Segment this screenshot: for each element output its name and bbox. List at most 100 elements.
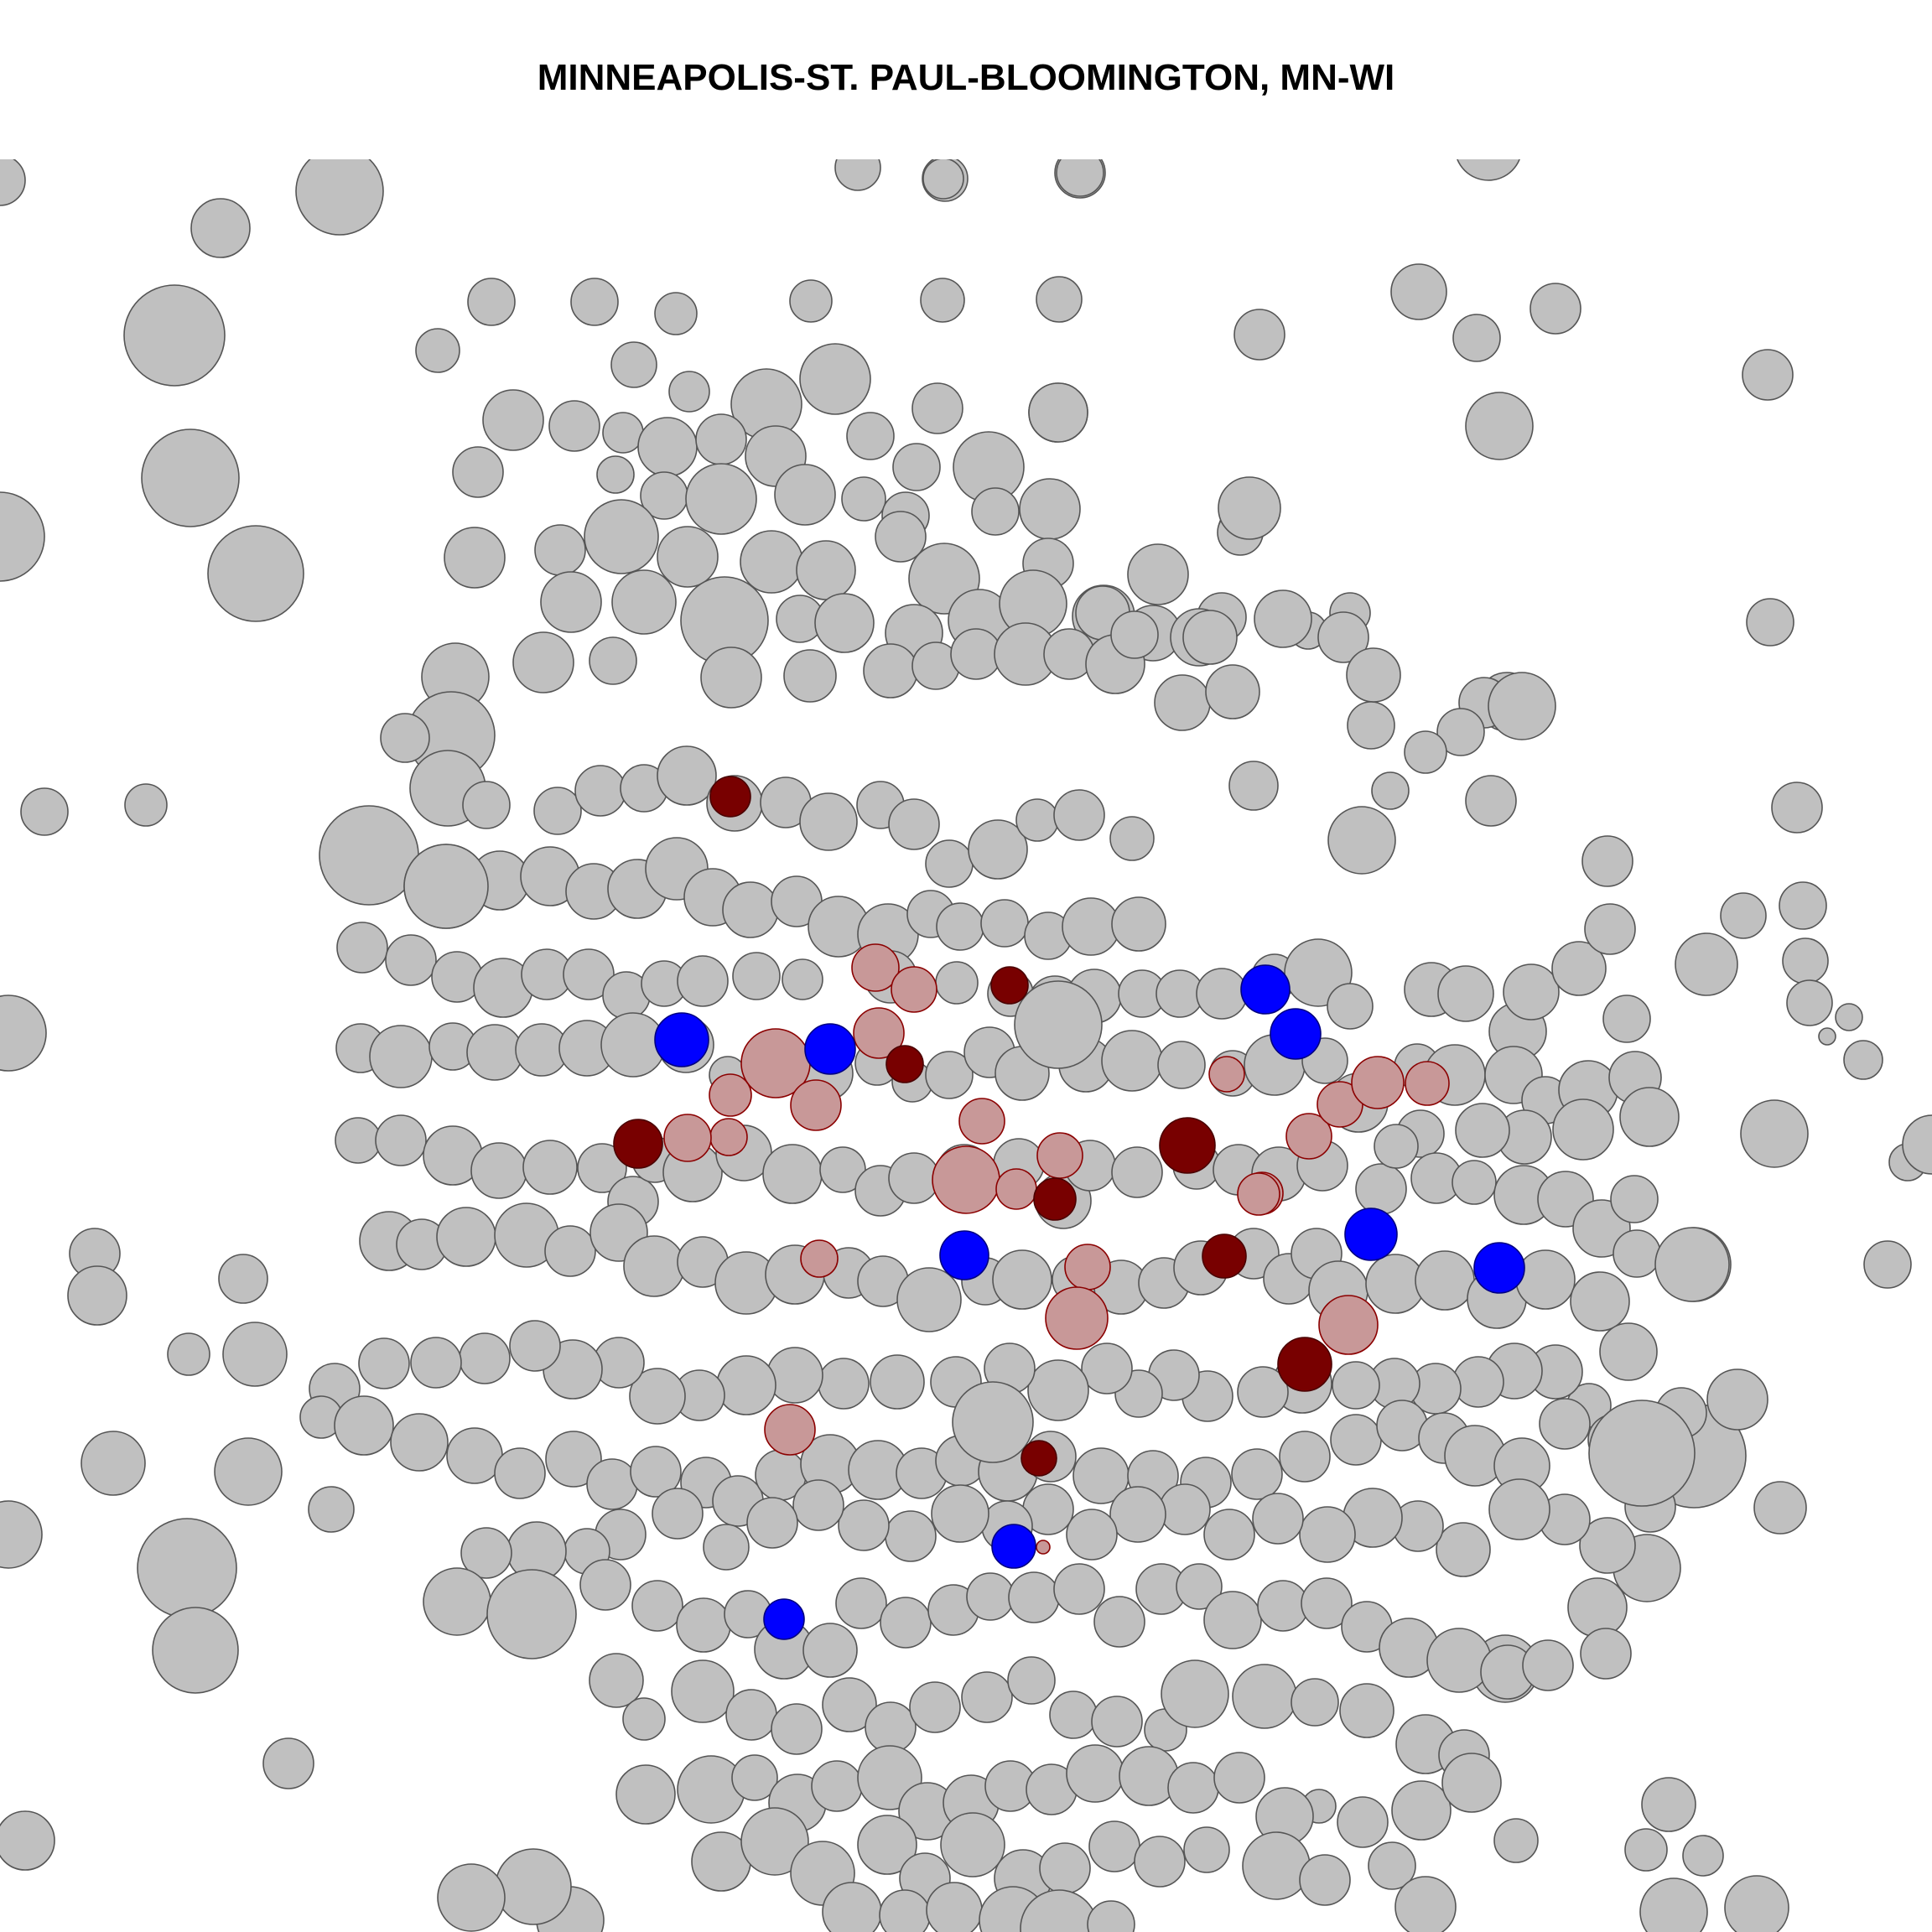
neutral-bubble bbox=[1327, 983, 1374, 1030]
neutral-bubble bbox=[1610, 1175, 1659, 1223]
neutral-bubble bbox=[0, 995, 47, 1072]
light-red-bubble bbox=[1405, 1061, 1450, 1106]
neutral-bubble bbox=[762, 1144, 823, 1204]
neutral-bubble bbox=[1579, 1517, 1636, 1574]
neutral-bubble bbox=[190, 198, 251, 258]
dark-red-bubble bbox=[1159, 1117, 1216, 1174]
neutral-bubble bbox=[1110, 610, 1159, 659]
neutral-bubble bbox=[1488, 1478, 1550, 1540]
neutral-bubble bbox=[0, 159, 26, 206]
neutral-bubble bbox=[865, 1701, 917, 1753]
neutral-bubble bbox=[630, 1446, 682, 1498]
neutral-bubble bbox=[124, 783, 168, 827]
neutral-bubble bbox=[968, 819, 1028, 880]
neutral-bubble bbox=[1081, 1343, 1133, 1394]
neutral-bubble bbox=[1134, 1836, 1186, 1888]
neutral-bubble bbox=[789, 279, 833, 323]
neutral-bubble bbox=[799, 792, 858, 851]
neutral-bubble bbox=[1437, 965, 1494, 1022]
neutral-bubble bbox=[1111, 896, 1166, 952]
neutral-bubble bbox=[1332, 1361, 1380, 1410]
neutral-bubble bbox=[1452, 314, 1501, 362]
neutral-bubble bbox=[1257, 1580, 1309, 1632]
neutral-bubble bbox=[1567, 1577, 1628, 1638]
neutral-bubble bbox=[494, 1447, 546, 1499]
neutral-bubble bbox=[610, 341, 657, 388]
neutral-bubble bbox=[1843, 1040, 1883, 1080]
neutral-bubble bbox=[1291, 1678, 1339, 1727]
neutral-bubble bbox=[1503, 963, 1560, 1021]
neutral-bubble bbox=[141, 428, 240, 527]
neutral-bubble bbox=[1014, 980, 1103, 1069]
neutral-bubble bbox=[1753, 1481, 1807, 1535]
neutral-bubble bbox=[415, 328, 460, 373]
blue-bubble bbox=[763, 1598, 805, 1640]
neutral-bubble bbox=[774, 464, 836, 526]
neutral-bubble bbox=[1049, 1690, 1098, 1739]
neutral-bubble bbox=[1436, 1522, 1491, 1577]
neutral-bubble bbox=[1183, 1826, 1230, 1873]
neutral-bubble bbox=[1111, 1146, 1163, 1198]
neutral-bubble bbox=[308, 1486, 355, 1533]
neutral-bubble bbox=[1742, 349, 1794, 401]
neutral-bubble bbox=[740, 1807, 809, 1876]
neutral-bubble bbox=[1522, 1639, 1574, 1691]
neutral-bubble bbox=[462, 781, 511, 829]
neutral-bubble bbox=[1254, 589, 1312, 648]
neutral-bubble bbox=[652, 1488, 704, 1540]
neutral-bubble bbox=[1091, 1696, 1143, 1748]
neutral-bubble bbox=[1488, 672, 1556, 740]
neutral-bubble bbox=[452, 446, 504, 498]
blue-bubble bbox=[1473, 1242, 1525, 1294]
neutral-bubble bbox=[1066, 1744, 1124, 1803]
neutral-bubble bbox=[1457, 159, 1520, 181]
neutral-bubble bbox=[1581, 835, 1633, 887]
neutral-bubble bbox=[863, 643, 918, 699]
neutral-bubble bbox=[1415, 1250, 1475, 1311]
neutral-bubble bbox=[896, 1267, 962, 1332]
neutral-bubble bbox=[0, 1500, 43, 1569]
neutral-bubble bbox=[936, 902, 984, 951]
neutral-bubble bbox=[207, 525, 304, 622]
light-red-bubble bbox=[1285, 1113, 1332, 1160]
neutral-bubble bbox=[1588, 1400, 1696, 1507]
neutral-bubble bbox=[611, 569, 677, 635]
neutral-bubble bbox=[811, 1760, 863, 1812]
neutral-bubble bbox=[1530, 283, 1581, 335]
blue-bubble bbox=[804, 1023, 856, 1075]
neutral-bubble bbox=[589, 1653, 644, 1708]
neutral-bubble bbox=[1279, 1431, 1331, 1483]
neutral-bubble bbox=[1218, 476, 1281, 540]
light-red-bubble bbox=[891, 966, 937, 1013]
light-red-bubble bbox=[709, 1118, 748, 1156]
neutral-bubble bbox=[1028, 382, 1088, 443]
dark-red-bubble bbox=[1277, 1337, 1332, 1392]
neutral-bubble bbox=[961, 1671, 1013, 1723]
neutral-bubble bbox=[875, 511, 927, 563]
light-red-bubble bbox=[853, 1007, 905, 1059]
neutral-bubble bbox=[1493, 1818, 1539, 1863]
neutral-bubble bbox=[911, 382, 963, 434]
neutral-bubble bbox=[570, 278, 619, 326]
neutral-bubble bbox=[482, 389, 544, 451]
neutral-bubble bbox=[819, 1146, 866, 1193]
neutral-bubble bbox=[971, 487, 1020, 536]
neutral-bubble bbox=[1317, 611, 1369, 663]
neutral-bubble bbox=[841, 476, 886, 522]
neutral-bubble bbox=[1599, 1322, 1658, 1381]
neutral-bubble bbox=[1232, 1664, 1297, 1729]
neutral-bubble bbox=[722, 881, 779, 938]
neutral-bubble bbox=[137, 1518, 237, 1618]
neutral-bubble bbox=[1233, 309, 1285, 361]
neutral-bubble bbox=[512, 631, 574, 693]
neutral-bubble bbox=[1740, 1099, 1809, 1168]
neutral-bubble bbox=[1093, 1596, 1145, 1648]
neutral-bubble bbox=[262, 1737, 314, 1789]
light-red-bubble bbox=[1318, 1295, 1379, 1355]
neutral-bubble bbox=[931, 1484, 989, 1543]
neutral-bubble bbox=[1109, 1486, 1166, 1543]
neutral-bubble bbox=[654, 292, 698, 335]
neutral-bubble bbox=[952, 1381, 1034, 1463]
neutral-bubble bbox=[423, 1567, 491, 1636]
blue-bubble bbox=[1344, 1208, 1398, 1261]
